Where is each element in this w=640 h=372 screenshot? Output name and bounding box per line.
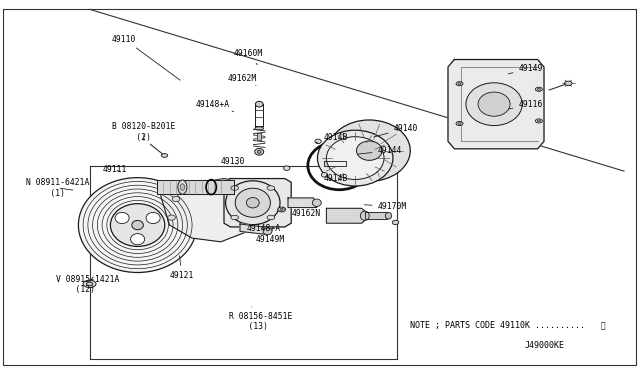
Text: NOTE ; PARTS CODE 49110K ..........: NOTE ; PARTS CODE 49110K ..........: [410, 321, 584, 330]
Ellipse shape: [280, 208, 284, 211]
Ellipse shape: [231, 186, 239, 190]
Ellipse shape: [263, 228, 272, 235]
Ellipse shape: [83, 280, 96, 288]
Ellipse shape: [231, 215, 239, 220]
Polygon shape: [448, 60, 544, 149]
Ellipse shape: [255, 101, 263, 107]
Ellipse shape: [131, 234, 145, 245]
Ellipse shape: [226, 181, 280, 225]
Ellipse shape: [564, 81, 572, 86]
Ellipse shape: [257, 150, 261, 153]
Ellipse shape: [328, 120, 410, 181]
Polygon shape: [365, 212, 387, 219]
Polygon shape: [324, 161, 346, 166]
Text: R 08156-8451E
    (13): R 08156-8451E (13): [229, 307, 292, 331]
Ellipse shape: [172, 196, 180, 202]
Ellipse shape: [146, 212, 160, 224]
Text: 49130: 49130: [221, 157, 245, 166]
Ellipse shape: [538, 88, 540, 90]
Text: 49170M: 49170M: [364, 202, 407, 211]
Ellipse shape: [178, 180, 187, 194]
Text: 49149: 49149: [508, 64, 543, 74]
Ellipse shape: [236, 188, 271, 217]
Ellipse shape: [326, 137, 384, 179]
Text: 49140: 49140: [374, 124, 418, 137]
Ellipse shape: [385, 212, 392, 219]
Ellipse shape: [132, 220, 143, 230]
Text: 49111: 49111: [102, 165, 127, 174]
Ellipse shape: [86, 282, 93, 286]
Ellipse shape: [356, 141, 382, 160]
Text: 4914B: 4914B: [323, 174, 348, 183]
Ellipse shape: [284, 166, 290, 170]
Polygon shape: [157, 180, 234, 194]
Ellipse shape: [180, 184, 184, 190]
Ellipse shape: [249, 187, 257, 192]
Text: V 08915-1421A
    (12): V 08915-1421A (12): [56, 275, 120, 294]
Ellipse shape: [466, 83, 522, 126]
Text: 49116: 49116: [508, 100, 543, 109]
Ellipse shape: [110, 204, 165, 246]
Ellipse shape: [278, 207, 285, 212]
Ellipse shape: [246, 198, 259, 208]
Polygon shape: [240, 224, 266, 234]
Text: 49110: 49110: [112, 35, 180, 80]
Text: 49144: 49144: [358, 146, 402, 155]
Ellipse shape: [458, 83, 461, 84]
Ellipse shape: [535, 119, 543, 123]
Ellipse shape: [392, 220, 399, 225]
Text: 49149M: 49149M: [256, 235, 285, 244]
Ellipse shape: [456, 121, 463, 125]
Text: 49121: 49121: [170, 256, 194, 280]
Text: 49160M: 49160M: [234, 49, 263, 65]
Text: 49162N: 49162N: [284, 209, 321, 218]
Text: N 08911-6421A
     (1): N 08911-6421A (1): [26, 178, 89, 198]
Polygon shape: [326, 208, 365, 223]
Ellipse shape: [360, 211, 369, 220]
Text: 49148+A: 49148+A: [195, 100, 234, 112]
Ellipse shape: [312, 199, 321, 206]
Polygon shape: [288, 198, 317, 208]
Text: Ⓐ: Ⓐ: [600, 321, 605, 330]
Ellipse shape: [456, 81, 463, 86]
Ellipse shape: [458, 122, 461, 124]
Ellipse shape: [78, 177, 197, 272]
Ellipse shape: [535, 87, 543, 91]
Ellipse shape: [161, 154, 168, 157]
Text: 49148+A: 49148+A: [246, 221, 280, 233]
Ellipse shape: [321, 173, 328, 177]
Ellipse shape: [255, 127, 264, 130]
Ellipse shape: [315, 139, 321, 144]
Polygon shape: [257, 133, 261, 140]
Ellipse shape: [478, 92, 510, 116]
Ellipse shape: [538, 120, 540, 122]
Ellipse shape: [267, 186, 275, 190]
Text: B 08120-B201E
     (2): B 08120-B201E (2): [112, 122, 175, 142]
Text: 49162M: 49162M: [227, 74, 257, 86]
Text: J49000KE: J49000KE: [525, 341, 564, 350]
Ellipse shape: [255, 148, 264, 155]
Polygon shape: [160, 179, 272, 242]
Ellipse shape: [267, 215, 275, 220]
Ellipse shape: [168, 215, 175, 220]
Ellipse shape: [317, 130, 393, 186]
Polygon shape: [224, 179, 291, 227]
Ellipse shape: [115, 212, 129, 224]
Text: 4914B: 4914B: [316, 133, 348, 142]
